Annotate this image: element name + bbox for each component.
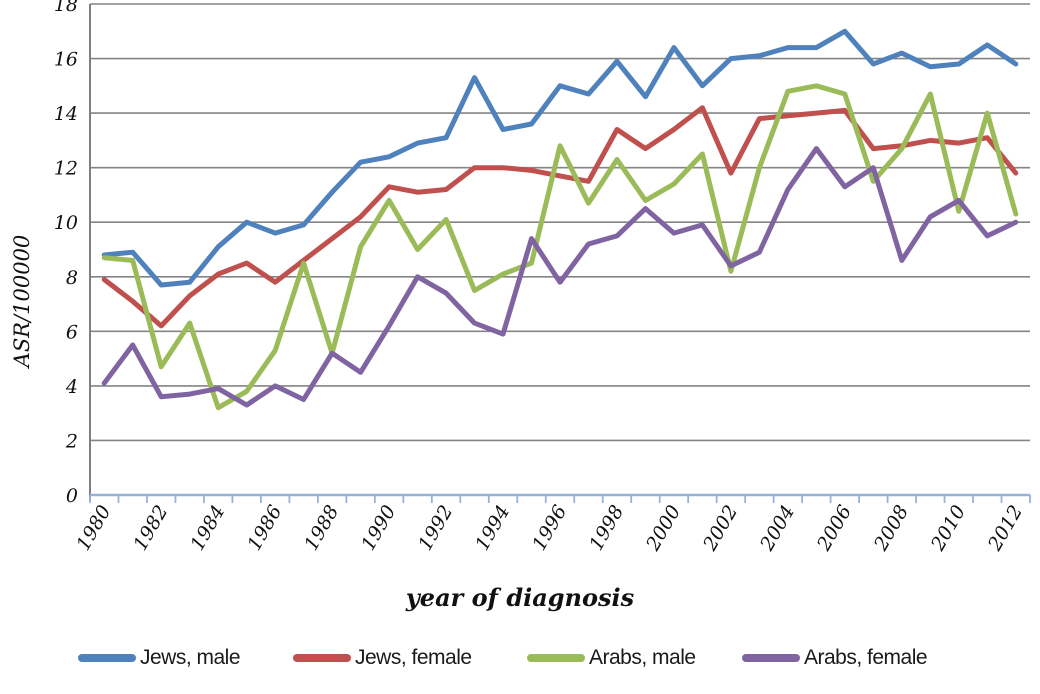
svg-text:1998: 1998	[585, 502, 628, 555]
svg-text:10: 10	[54, 212, 78, 234]
svg-text:1982: 1982	[129, 502, 172, 555]
svg-text:1996: 1996	[528, 502, 571, 555]
svg-text:1994: 1994	[471, 502, 514, 555]
y-axis-title: ASR/100000	[10, 234, 34, 368]
svg-text:2002: 2002	[698, 502, 742, 556]
svg-text:16: 16	[54, 49, 78, 71]
svg-text:12: 12	[54, 158, 78, 180]
svg-text:1990: 1990	[357, 502, 400, 555]
svg-text:18: 18	[54, 0, 78, 16]
svg-text:4: 4	[65, 376, 78, 398]
svg-text:2012: 2012	[983, 502, 1027, 556]
svg-text:1992: 1992	[414, 502, 457, 555]
svg-text:1980: 1980	[72, 502, 115, 555]
svg-text:2010: 2010	[926, 502, 970, 556]
svg-text:2004: 2004	[755, 502, 799, 556]
svg-text:1984: 1984	[186, 502, 229, 555]
svg-text:6: 6	[66, 321, 78, 343]
svg-text:0: 0	[66, 485, 78, 507]
svg-text:2000: 2000	[641, 502, 685, 556]
svg-text:14: 14	[54, 103, 78, 125]
svg-text:2008: 2008	[869, 502, 913, 556]
svg-text:2006: 2006	[812, 502, 856, 556]
svg-text:1988: 1988	[300, 502, 343, 555]
svg-text:1986: 1986	[243, 502, 286, 555]
svg-text:2: 2	[65, 430, 78, 452]
svg-text:8: 8	[66, 267, 78, 289]
x-axis-title: year of diagnosis	[405, 583, 635, 612]
